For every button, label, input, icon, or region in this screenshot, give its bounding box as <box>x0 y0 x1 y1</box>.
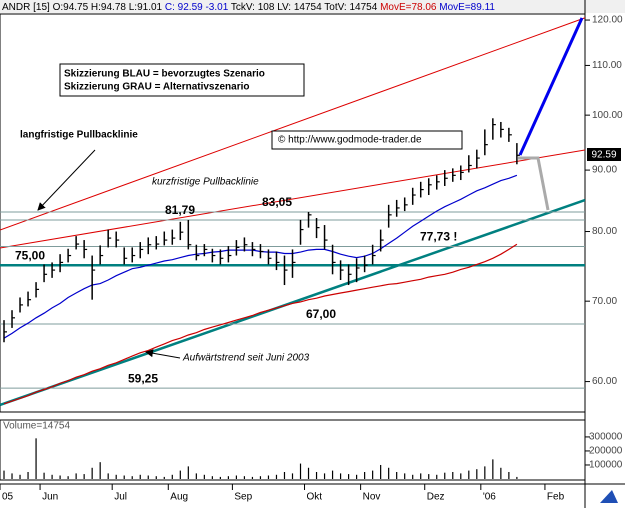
level-label: 75,00 <box>15 248 45 262</box>
x-tick-label: Okt <box>307 492 323 503</box>
copyright-box <box>271 130 463 150</box>
x-tick-label: Sep <box>234 492 252 503</box>
grey-scenario <box>518 156 550 211</box>
header-ma-blue: MovE=89.11 <box>439 2 495 13</box>
x-tick-label: Jun <box>42 492 58 503</box>
scenario-box <box>59 63 305 97</box>
volume-label: Volume=14754 <box>3 421 70 432</box>
x-tick-label: Nov <box>363 492 381 503</box>
x-tick-label: Dez <box>427 492 445 503</box>
y-tick-label: 100.00 <box>592 110 623 121</box>
x-tick-label: 05 <box>2 492 14 503</box>
x-tick-label: Jul <box>114 492 127 503</box>
overlay: Skizzierung BLAU = bevorzugtes Szenario … <box>15 17 584 385</box>
x-tick-label: '06 <box>483 492 496 503</box>
y-tick-label: 60.00 <box>592 376 617 387</box>
long-pullback-line <box>0 17 585 231</box>
uptrend-line <box>0 198 585 407</box>
last-price: 92.59 <box>591 150 616 161</box>
uptrend-arrow <box>145 349 181 359</box>
level-label: 77,73 ! <box>420 230 457 244</box>
short-pullback-line <box>0 149 585 249</box>
volume-tick-label: 200000 <box>589 446 623 457</box>
header-ma-red: MovE=78.06 <box>380 2 437 13</box>
header-ohl: ANDR [15] O:94.75 H:94.78 L:91.01 <box>2 2 163 13</box>
blue-scenario <box>518 17 584 156</box>
level-label: 83,05 <box>262 195 292 209</box>
short-pullback-label: kurzfristige Pullbacklinie <box>152 177 259 188</box>
y-tick-label: 80.00 <box>592 226 617 237</box>
header-bar <box>0 0 625 13</box>
y-tick-label: 70.00 <box>592 296 617 307</box>
level-label: 67,00 <box>306 307 336 321</box>
header: ANDR [15] O:94.75 H:94.78 L:91.01 C: 92.… <box>2 2 495 13</box>
y-tick-label: 90.00 <box>592 165 617 176</box>
level-label: 59,25 <box>128 371 158 385</box>
y-tick-label: 120.00 <box>592 15 623 26</box>
volume-tick-label: 100000 <box>589 460 623 471</box>
last-price-box <box>587 148 621 161</box>
plot-area <box>0 17 585 407</box>
scenario-grey: Skizzierung GRAU = Alternativszenario <box>64 82 250 93</box>
x-tick-label: Aug <box>170 492 188 503</box>
header-close: C: 92.59 -3.01 <box>165 2 229 13</box>
moving-average <box>3 243 518 405</box>
scenario-blue: Skizzierung BLAU = bevorzugtes Szenario <box>64 69 265 80</box>
y-tick-label: 110.00 <box>592 60 622 71</box>
uptrend-label: Aufwärtstrend seit Juni 2003 <box>182 353 310 364</box>
long-pullback-arrow <box>37 149 96 211</box>
x-tick-label: Feb <box>547 492 565 503</box>
long-pullback-label: langfristige Pullbacklinie <box>20 130 138 141</box>
header-volume: TckV: 108 LV: 14754 TotV: 14754 <box>231 2 378 13</box>
corner-icon <box>600 490 618 503</box>
copyright: © http://www.godmode-trader.de <box>278 135 422 146</box>
level-label: 81,79 <box>165 203 195 217</box>
volume-tick-label: 300000 <box>589 432 623 443</box>
